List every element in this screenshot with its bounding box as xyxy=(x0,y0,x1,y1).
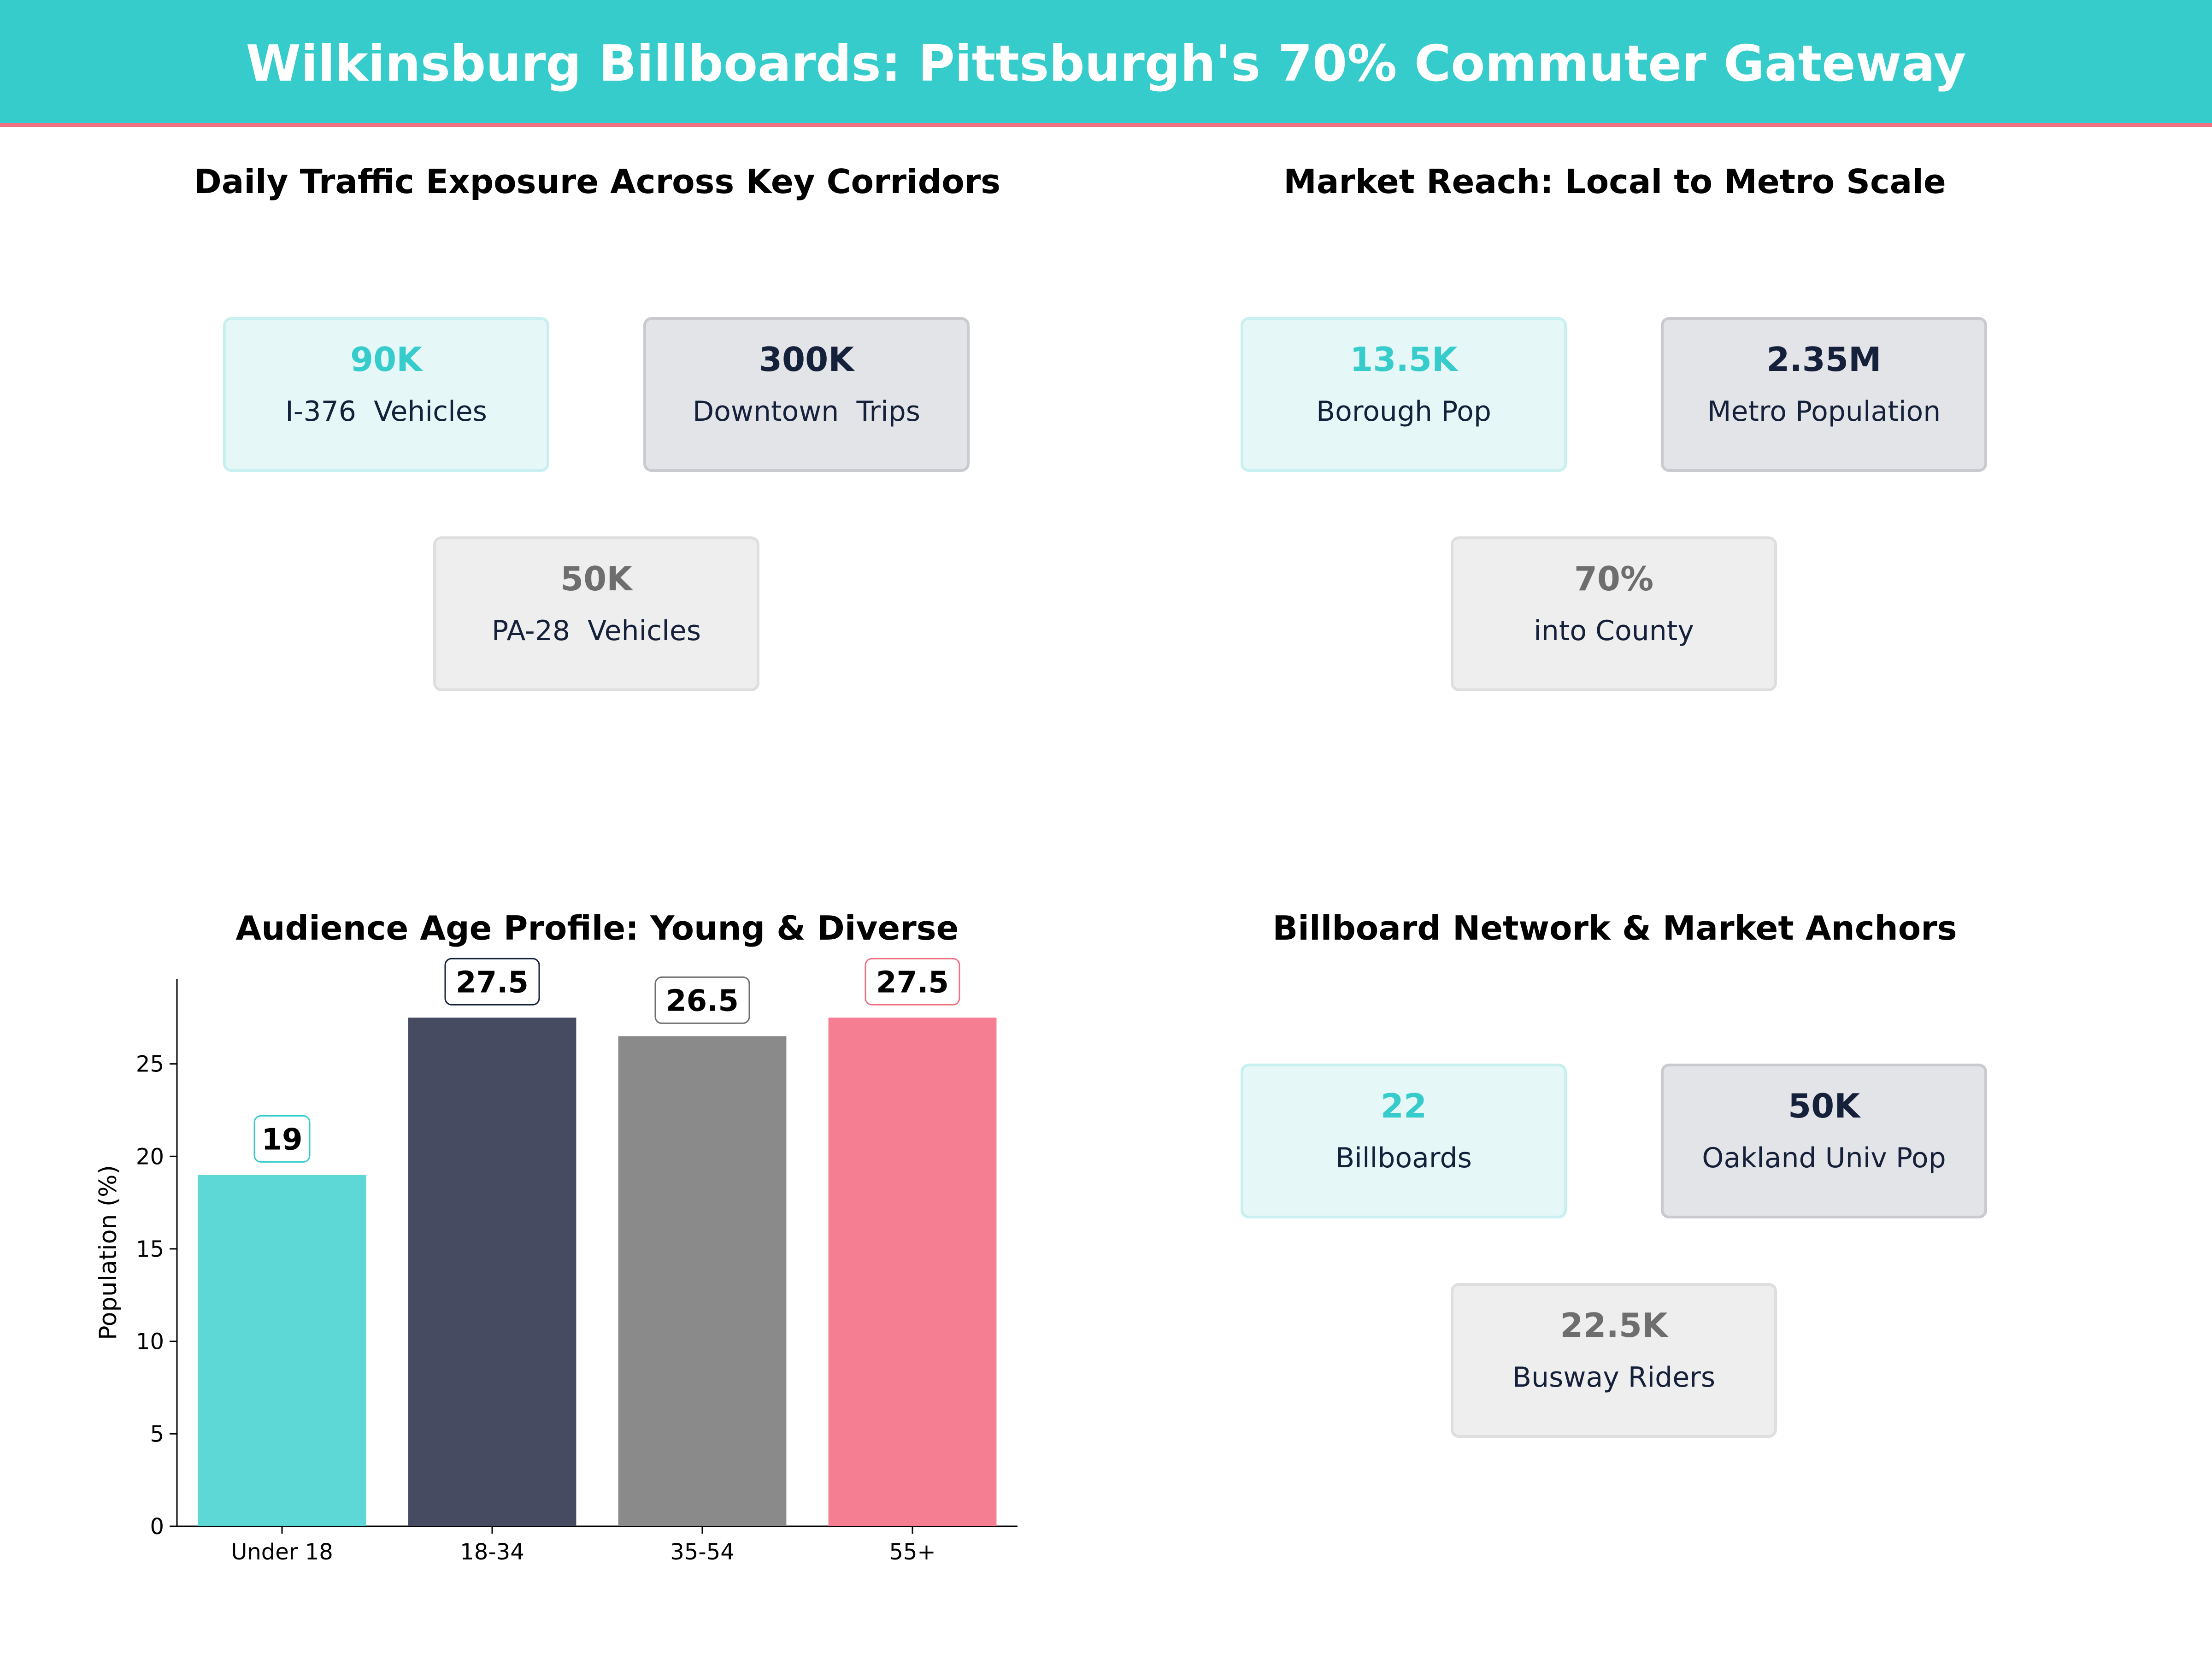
card-label: Billboards xyxy=(1335,1142,1472,1174)
card-value: 22.5K xyxy=(1560,1306,1668,1345)
card-label: into County xyxy=(1534,615,1694,647)
card-value: 13.5K xyxy=(1350,340,1458,379)
card-label: Oakland Univ Pop xyxy=(1702,1142,1946,1174)
traffic-card-i376: 90K I-376 Vehicles xyxy=(223,317,549,472)
reach-card-borough: 13.5K Borough Pop xyxy=(1241,317,1567,472)
card-label: Metro Population xyxy=(1707,395,1941,428)
network-card-oakland: 50K Oakland Univ Pop xyxy=(1661,1064,1987,1218)
header-banner: Wilkinsburg Billboards: Pittsburgh's 70%… xyxy=(0,0,2212,127)
x-tick-label: 18-34 xyxy=(460,1539,524,1565)
chart-title: Audience Age Profile: Young & Diverse xyxy=(235,909,959,947)
y-tick-label: 10 xyxy=(136,1329,164,1355)
x-tick-label: Under 18 xyxy=(231,1539,333,1565)
reach-card-county: 70% into County xyxy=(1451,536,1777,691)
reach-panel-title: Market Reach: Local to Metro Scale xyxy=(1283,162,1946,201)
page-title: Wilkinsburg Billboards: Pittsburgh's 70%… xyxy=(246,35,1966,93)
card-value: 50K xyxy=(1788,1087,1860,1125)
y-tick-label: 25 xyxy=(136,1052,164,1077)
card-value: 300K xyxy=(759,340,854,379)
card-value: 2.35M xyxy=(1766,340,1882,379)
x-tick-label: 35-54 xyxy=(670,1539,734,1565)
y-axis-label: Population (%) xyxy=(94,1165,122,1340)
card-value: 70% xyxy=(1574,559,1654,598)
y-tick-label: 15 xyxy=(136,1236,164,1262)
data-label: 27.5 xyxy=(876,965,949,1000)
card-label: PA-28 Vehicles xyxy=(491,615,701,647)
card-label: Borough Pop xyxy=(1316,395,1491,428)
card-value: 50K xyxy=(560,559,632,598)
bar-3 xyxy=(828,1018,997,1526)
bar-1 xyxy=(408,1018,577,1526)
data-label-box xyxy=(253,1115,311,1163)
data-label-box xyxy=(654,976,750,1024)
card-label: Busway Riders xyxy=(1512,1361,1716,1394)
traffic-card-downtown: 300K Downtown Trips xyxy=(643,317,970,472)
data-label-box xyxy=(444,958,540,1006)
network-card-billboards: 22 Billboards xyxy=(1241,1064,1567,1218)
network-panel-title: Billboard Network & Market Anchors xyxy=(1272,909,1957,947)
card-value: 90K xyxy=(350,340,422,379)
bar-2 xyxy=(618,1036,787,1526)
x-tick-label: 55+ xyxy=(889,1539,935,1565)
traffic-card-pa28: 50K PA-28 Vehicles xyxy=(433,536,759,691)
traffic-panel-title: Daily Traffic Exposure Across Key Corrid… xyxy=(194,162,1001,201)
data-label: 26.5 xyxy=(666,984,739,1018)
y-tick-label: 20 xyxy=(136,1144,164,1170)
bar-0 xyxy=(198,1175,366,1526)
network-card-busway: 22.5K Busway Riders xyxy=(1451,1283,1777,1438)
card-label: I-376 Vehicles xyxy=(285,395,487,428)
y-tick-label: 5 xyxy=(150,1421,164,1447)
data-label: 27.5 xyxy=(456,965,529,1000)
y-tick-label: 0 xyxy=(150,1514,164,1540)
card-value: 22 xyxy=(1380,1087,1427,1125)
reach-card-metro: 2.35M Metro Population xyxy=(1661,317,1987,472)
data-label-box xyxy=(865,958,960,1006)
data-label: 19 xyxy=(261,1123,302,1157)
card-label: Downtown Trips xyxy=(692,395,920,428)
